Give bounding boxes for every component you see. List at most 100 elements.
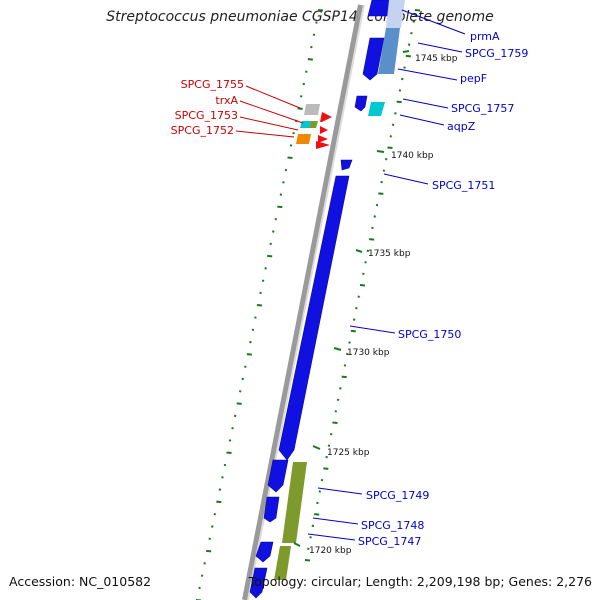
- tick-mark: [200, 574, 204, 577]
- gene-labels-left[interactable]: SPCG_1755 trxA SPCG_1753 SPCG_1752: [171, 78, 304, 138]
- tick-mark: [315, 21, 318, 24]
- cds-block-blue: [378, 28, 400, 74]
- tick-mark: [279, 193, 283, 196]
- gene-label-trxA[interactable]: trxA: [215, 94, 238, 107]
- tick-mark: [231, 426, 234, 430]
- tick-mark: [339, 387, 342, 390]
- gene-label-SPCG_1751[interactable]: SPCG_1751: [432, 179, 495, 192]
- gene-label-SPCG_1749[interactable]: SPCG_1749: [366, 489, 429, 502]
- tick-mark: [336, 398, 340, 402]
- tick-mark: [394, 112, 397, 115]
- tick-mark: [401, 77, 404, 81]
- tick-mark: [269, 242, 272, 246]
- cds-blocks: [274, 0, 405, 580]
- tick-mark: [318, 490, 321, 493]
- tick-mark: [218, 488, 222, 491]
- tick-mark: [221, 476, 224, 479]
- tick-mark: [323, 467, 329, 470]
- tick-mark: [382, 169, 386, 172]
- gene-arrow-SPCG_1749[interactable]: [267, 459, 289, 493]
- scale-labels: 1745 kbp 1740 kbp 1735 kbp 1730 kbp 1725…: [293, 50, 458, 556]
- gene-arrow-SPCG_1753[interactable]: [318, 135, 328, 143]
- tick-mark: [341, 375, 347, 379]
- tick-mark: [348, 341, 351, 344]
- tick-mark: [289, 144, 293, 147]
- gene-label-aqpZ[interactable]: aqpZ: [447, 120, 476, 133]
- tick-mark: [325, 455, 328, 459]
- cds-block-olive-2: [274, 546, 291, 580]
- tick-mark: [203, 562, 206, 565]
- tick-mark: [320, 478, 324, 482]
- tick-mark: [364, 261, 367, 264]
- tick-mark: [407, 43, 411, 46]
- gene-arrow-SPCG_1746[interactable]: [249, 567, 268, 599]
- tick-mark: [249, 340, 252, 344]
- tick-mark: [387, 146, 393, 149]
- gene-arrows-red[interactable]: [316, 112, 332, 149]
- tick-mark: [284, 168, 288, 172]
- gene-label-SPCG_1759[interactable]: SPCG_1759: [465, 47, 528, 60]
- tick-mark: [398, 89, 402, 92]
- tick-mark: [302, 82, 305, 86]
- tick-mark: [274, 217, 278, 221]
- gene-arrows-blue[interactable]: [249, 0, 396, 599]
- gene-label-SPCG_1753[interactable]: SPCG_1753: [175, 109, 238, 122]
- gene-arrow-SPCG_1747[interactable]: [255, 541, 274, 563]
- backbone: [242, 4, 365, 600]
- tick-mark: [287, 156, 293, 159]
- scale-label-1730: 1730 kbp: [347, 348, 390, 358]
- gene-labels-right[interactable]: prmA SPCG_1759 pepF SPCG_1757 aqpZ SPCG_…: [307, 9, 528, 548]
- tick-mark: [267, 254, 273, 258]
- gene-label-SPCG_1757[interactable]: SPCG_1757: [451, 102, 514, 115]
- gene-arrow-SPCG_1755[interactable]: [320, 112, 332, 122]
- tick-mark: [261, 279, 265, 282]
- tick-mark: [206, 549, 212, 553]
- tick-mark: [378, 192, 384, 195]
- tick-mark: [389, 135, 393, 138]
- tick-mark: [211, 525, 214, 528]
- gene-arrow-SPCG_1759[interactable]: [362, 37, 385, 81]
- gene-arrow-SPCG_1750[interactable]: [278, 175, 350, 461]
- tick-mark: [357, 295, 360, 298]
- gene-label-prmA[interactable]: prmA: [470, 30, 500, 43]
- cds-block-olive: [282, 462, 307, 543]
- gene-label-SPCG_1750[interactable]: SPCG_1750: [398, 328, 461, 341]
- tick-mark: [233, 414, 237, 418]
- gene-label-SPCG_1755[interactable]: SPCG_1755: [181, 78, 244, 91]
- gene-arrow-aqpZ[interactable]: [340, 159, 353, 171]
- gene-arrow-trxA[interactable]: [320, 126, 328, 134]
- tick-mark: [246, 353, 252, 356]
- tick-mark: [329, 432, 333, 436]
- gene-label-pepF[interactable]: pepF: [460, 72, 487, 85]
- gene-arrow-SPCG_1752[interactable]: [316, 141, 330, 149]
- tick-mark: [414, 9, 421, 12]
- gene-arrow-SPCG_1748[interactable]: [263, 496, 280, 523]
- tick-mark: [373, 215, 376, 218]
- tick-mark: [316, 501, 319, 505]
- tick-mark: [334, 410, 338, 413]
- tick-mark: [198, 586, 201, 590]
- cds-block-orange: [296, 134, 311, 144]
- tick-mark: [216, 500, 222, 504]
- tick-mark: [277, 205, 283, 209]
- tick-mark: [359, 284, 366, 287]
- tick-mark: [254, 316, 257, 319]
- gene-arrow-pepF[interactable]: [354, 95, 368, 112]
- gene-label-SPCG_1747[interactable]: SPCG_1747: [358, 535, 421, 548]
- tick-mark: [259, 291, 262, 295]
- tick-mark: [228, 439, 232, 442]
- scale-label-1720: 1720 kbp: [309, 546, 352, 556]
- tick-mark: [391, 123, 395, 127]
- tick-mark: [314, 513, 320, 516]
- tick-mark: [251, 328, 255, 332]
- tick-mark: [272, 230, 275, 233]
- tick-mark: [226, 451, 232, 454]
- gene-label-SPCG_1752[interactable]: SPCG_1752: [171, 124, 234, 137]
- gene-label-SPCG_1748[interactable]: SPCG_1748: [361, 519, 424, 532]
- tick-mark: [371, 226, 374, 230]
- tick-mark: [380, 180, 383, 184]
- tick-mark: [375, 203, 379, 207]
- tick-mark: [264, 267, 267, 270]
